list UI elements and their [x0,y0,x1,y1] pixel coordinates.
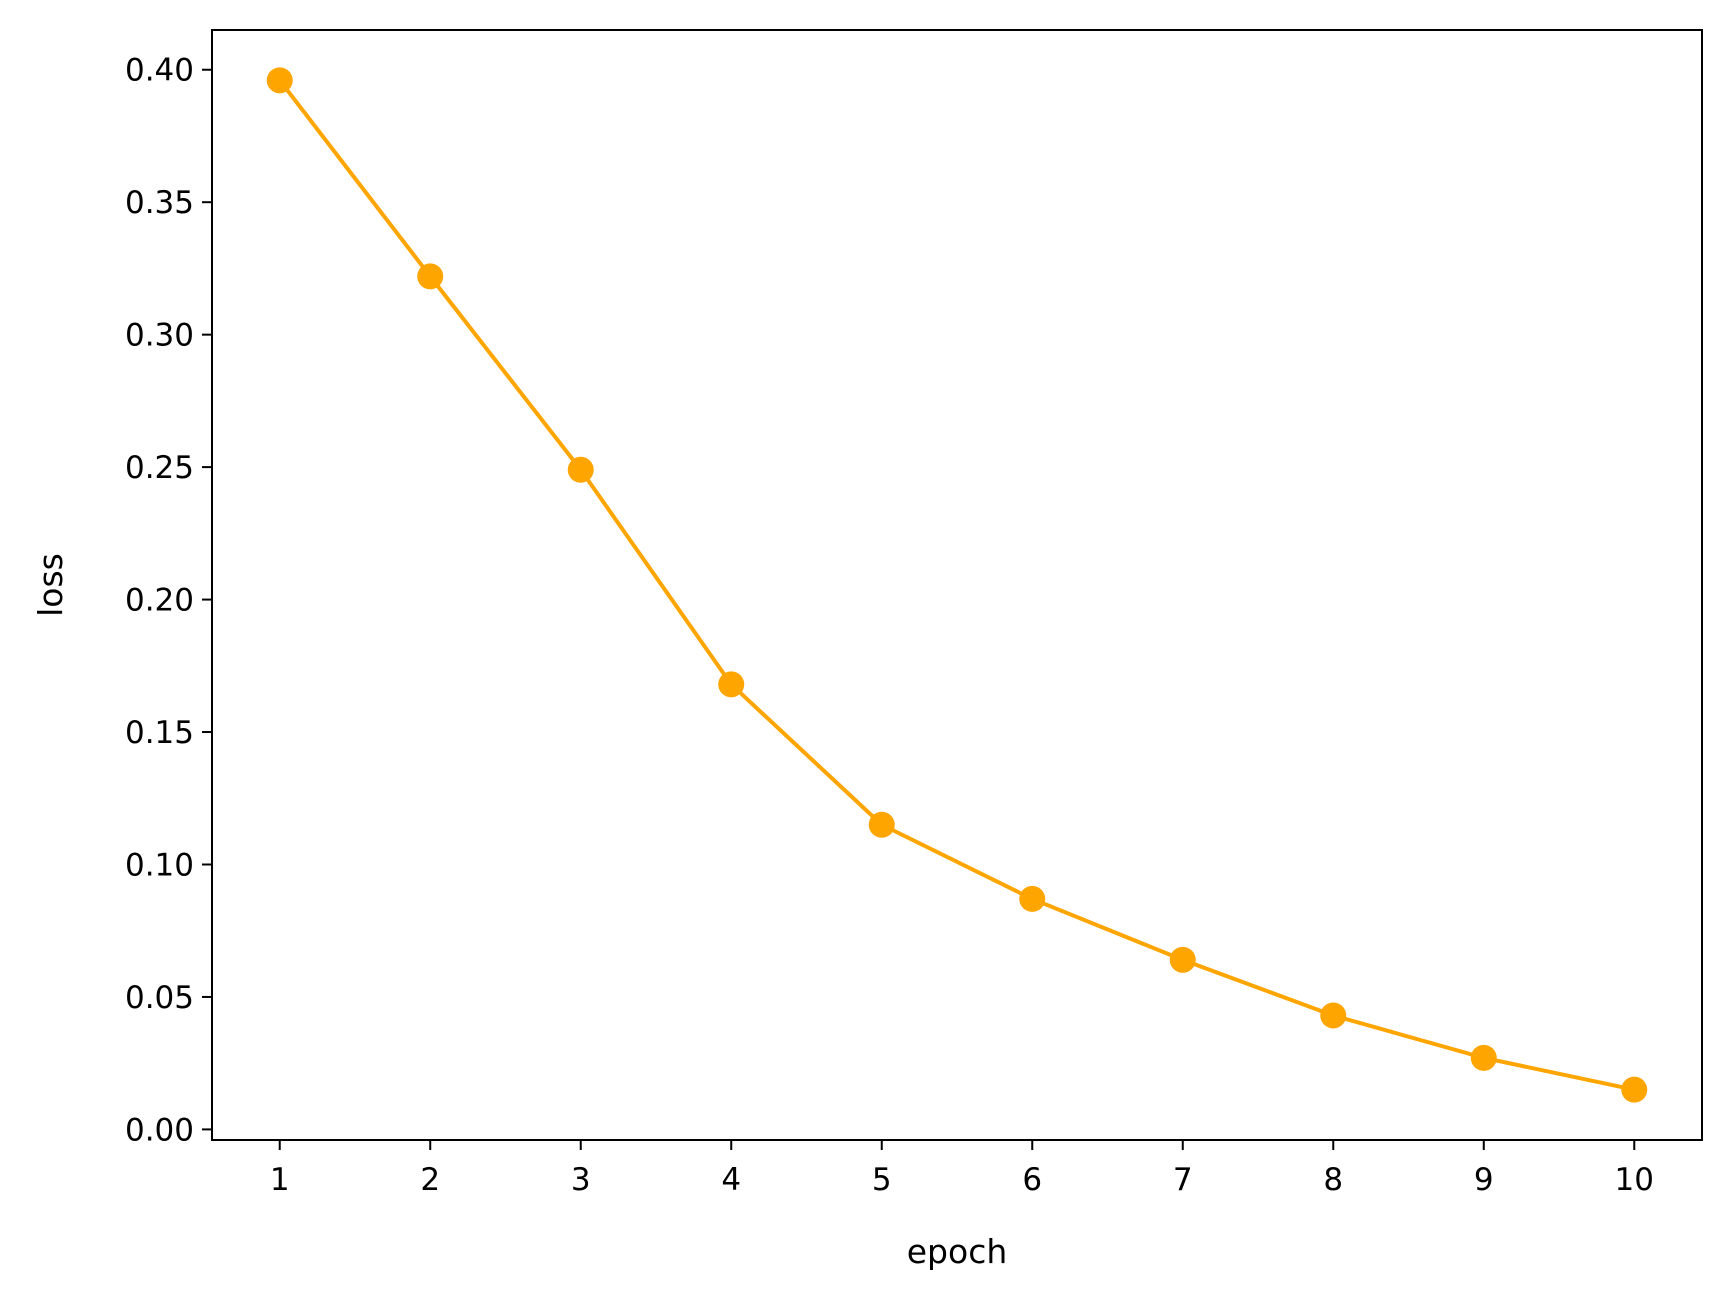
y-tick-label: 0.05 [125,980,194,1016]
axes-frame [211,29,1703,1141]
x-tick-label: 6 [1022,1162,1042,1198]
y-tick-label: 0.20 [125,583,194,619]
data-point [1019,885,1046,912]
series-layer [266,67,1648,1103]
x-tick-label: 9 [1474,1162,1494,1198]
x-tick-label: 3 [571,1162,591,1198]
data-point [567,456,594,483]
data-point [266,67,293,94]
y-tick-label: 0.25 [125,450,194,486]
data-point [1621,1076,1648,1103]
x-tick-label: 10 [1615,1162,1654,1198]
series-line [277,78,1637,1092]
x-tick-label: 2 [420,1162,440,1198]
x-tick-label: 5 [872,1162,892,1198]
x-tick-label: 1 [270,1162,290,1198]
x-tick-label: 7 [1173,1162,1193,1198]
data-point [868,811,895,838]
data-point [417,263,444,290]
y-tick-label: 0.30 [125,318,194,354]
y-tick-label: 0.35 [125,185,194,221]
x-tick-label: 8 [1323,1162,1343,1198]
data-point [1470,1044,1497,1071]
y-tick-label: 0.00 [125,1112,194,1148]
y-tick-label: 0.40 [125,53,194,89]
data-point [1169,946,1196,973]
y-axis-label: loss [31,553,70,617]
x-axis: 1 2 3 4 5 6 7 8 9 10 [270,1140,1654,1198]
y-tick-label: 0.10 [125,847,194,883]
data-point [1320,1002,1347,1029]
y-tick-label: 0.15 [125,715,194,751]
data-point [718,671,745,698]
x-axis-label: epoch [907,1232,1008,1271]
y-axis: 0.00 0.05 0.10 0.15 0.20 0.25 0.30 0.35 0.40 [125,53,212,1148]
x-tick-label: 4 [721,1162,741,1198]
